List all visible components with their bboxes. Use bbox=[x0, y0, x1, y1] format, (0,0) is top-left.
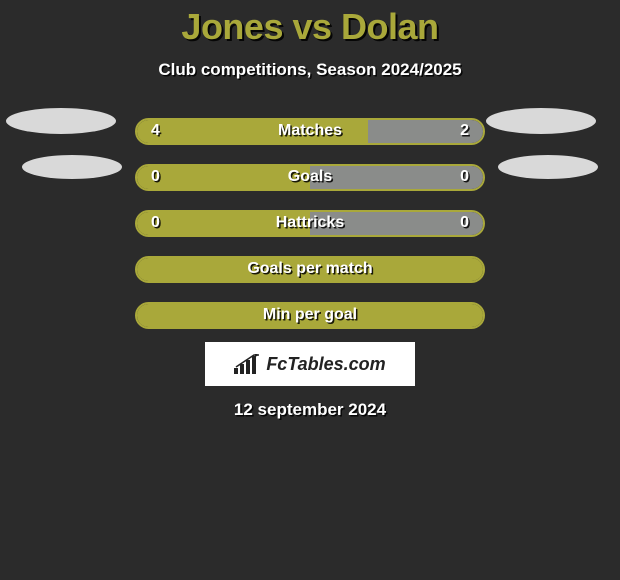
stat-bar-right bbox=[310, 166, 483, 189]
stat-bar-left bbox=[137, 304, 483, 327]
stat-bar-left bbox=[137, 212, 310, 235]
player2-marker-icon bbox=[486, 108, 596, 134]
player1-name: Jones bbox=[181, 6, 283, 47]
stat-bar-left bbox=[137, 166, 310, 189]
stat-row: Min per goal bbox=[0, 292, 620, 338]
stat-bar-left bbox=[137, 258, 483, 281]
player1-marker-icon bbox=[22, 155, 122, 179]
stat-bar-left bbox=[137, 120, 368, 143]
stat-row: Goals00 bbox=[0, 154, 620, 200]
page-title: Jones vs Dolan bbox=[0, 6, 620, 48]
stat-row: Goals per match bbox=[0, 246, 620, 292]
player2-name: Dolan bbox=[341, 6, 439, 47]
player1-marker-icon bbox=[6, 108, 116, 134]
stat-bar: Hattricks00 bbox=[135, 210, 485, 237]
stat-bar-right bbox=[310, 212, 483, 235]
stat-bar-right bbox=[368, 120, 483, 143]
brand-text: FcTables.com bbox=[266, 354, 385, 375]
stat-bar: Goals per match bbox=[135, 256, 485, 283]
stat-rows: Matches42 Goals00 Hattricks00 Goals per mat… bbox=[0, 108, 620, 338]
stat-row: Matches42 bbox=[0, 108, 620, 154]
date-text: 12 september 2024 bbox=[0, 400, 620, 420]
comparison-card: Jones vs Dolan Club competitions, Season… bbox=[0, 0, 620, 580]
stat-bar: Matches42 bbox=[135, 118, 485, 145]
vs-word: vs bbox=[292, 6, 331, 47]
subtitle: Club competitions, Season 2024/2025 bbox=[0, 60, 620, 80]
brand-box[interactable]: FcTables.com bbox=[205, 342, 415, 386]
stat-bar: Min per goal bbox=[135, 302, 485, 329]
stat-bar: Goals00 bbox=[135, 164, 485, 191]
player2-marker-icon bbox=[498, 155, 598, 179]
stat-row: Hattricks00 bbox=[0, 200, 620, 246]
fctables-logo-icon bbox=[234, 354, 260, 374]
